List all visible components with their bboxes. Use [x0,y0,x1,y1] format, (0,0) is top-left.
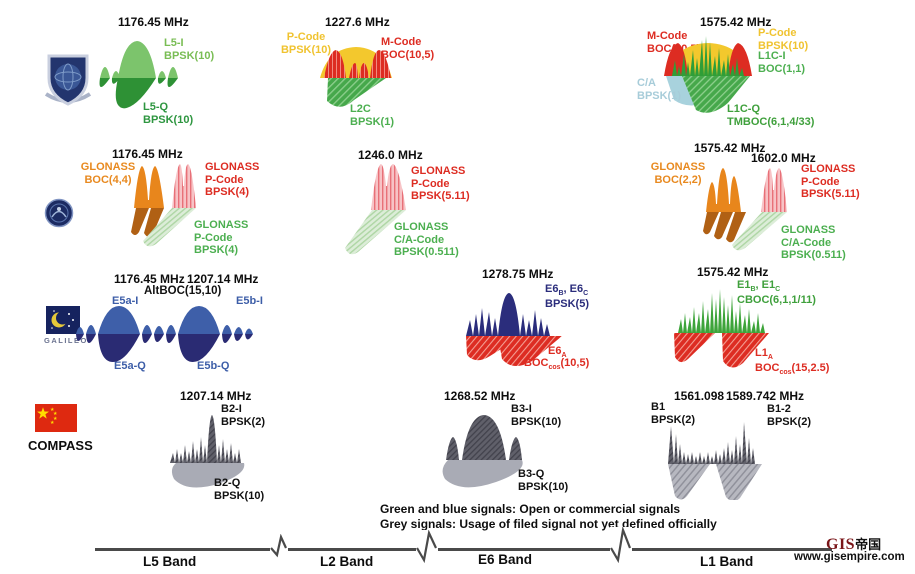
compass-b2-freq-label: 1207.14 MHz [180,389,252,403]
gps-l1-spectrum [664,36,752,113]
gps-l1-ca-label: C/A BPSK(1) [637,77,682,102]
compass-logo-label: COMPASS [28,438,93,453]
galileo-e5ai-label: E5a-I [112,295,139,307]
glonass-l5-freq-label: 1176.45 MHz [112,147,183,161]
legend-note-open-signals: Green and blue signals: Open or commerci… [380,502,681,516]
galileo-l1-freq-label: 1575.42 MHz [697,265,769,279]
galileo-e6-bc-label: E6B, E6C BPSK(5) [545,283,590,311]
compass-b1-label: B1 BPSK(2) [651,401,696,426]
compass-b1-spectrum [668,422,762,500]
glonass-l1-cacode-label: GLONASS C/A-Code BPSK(0.511) [781,224,846,262]
glonass-l5-cacode-label: GLONASS P-Code BPSK(4) [194,219,249,257]
galileo-l1a-label: L1A BOCcos(15,2.5) [755,347,830,377]
glonass-l5-boc-label: GLONASS BOC(4,4) [80,161,136,186]
galileo-e5-spectrum [75,306,253,362]
china-flag-icon: ★ ★ ★ ★ [35,404,77,432]
glonass-l1-freq2-label: 1602.0 MHz [751,151,816,165]
band-label-l5: L5 Band [143,554,197,569]
galileo-e5-freq2-label: 1207.14 MHz [187,272,259,286]
compass-b2-spectrum [170,415,245,488]
galileo-l1-spectrum [674,289,769,368]
galileo-e6-spectrum [466,293,562,367]
galileo-e5-mod-label: AltBOC(15,10) [144,285,222,297]
galileo-e5bq-label: E5b-Q [197,360,230,372]
band-label-l1: L1 Band [700,554,754,569]
compass-b12-label: B1-2 BPSK(2) [767,403,812,428]
band-label-l2: L2 Band [320,554,374,569]
watermark-brand-cjk: 帝国 [855,537,882,552]
frequency-axis-line [95,548,832,551]
gps-l1ci-label: L1C-I BOC(1,1) [758,50,806,75]
galileo-e5-freq1-label: 1176.45 MHz [114,272,185,286]
svg-text:★: ★ [50,407,55,413]
glonass-l2-pcode-label: GLONASS P-Code BPSK(5.11) [411,165,470,203]
watermark-brand-latin: GIS [826,536,856,553]
compass-b1-freq2-label: 1589.742 MHz [726,389,805,403]
gps-l2-mcode-label: M-Code BOC(10,5) [381,36,435,61]
galileo-logo-label: GALILEO [44,336,88,345]
svg-text:★: ★ [50,420,55,426]
axis-break-icon [610,527,632,563]
glonass-l5-spectrum [131,164,196,247]
glonass-l1-freq1-label: 1575.42 MHz [694,141,766,155]
galileo-e6-freq-label: 1278.75 MHz [482,267,554,281]
galileo-e5bi-label: E5b-I [236,295,263,307]
gps-l2-freq-label: 1227.6 MHz [325,15,390,29]
compass-b3-freq-label: 1268.52 MHz [444,389,516,403]
glonass-l2-cacode-label: GLONASS C/A-Code BPSK(0.511) [394,221,459,259]
svg-text:★: ★ [53,416,58,422]
gps-l5-freq-label: 1176.45 MHz [118,15,189,29]
legend-notes: Green and blue signals: Open or commerci… [380,502,717,532]
galileo-e6a-label: E6A [548,345,567,360]
compass-b2q-label: B2-Q BPSK(10) [214,477,265,502]
galileo-e6a-mod-label: BOCcos(10,5) [524,357,590,372]
axis-break-icon [270,534,288,562]
gps-l2c-label: L2C BPSK(1) [350,103,395,128]
galileo-logo-icon [46,306,80,334]
glonass-l2-spectrum [345,164,406,255]
compass-b2i-label: B2-I BPSK(2) [221,403,266,428]
gps-l2-pcode-label: P-Code BPSK(10) [280,31,332,56]
watermark-url: www.gisempire.com [794,551,905,563]
glonass-l2-freq-label: 1246.0 MHz [358,148,423,162]
galileo-l1-bc-label: E1B, E1C CBOC(6,1,1/11) [737,279,816,307]
svg-text:★: ★ [53,411,58,417]
axis-break-icon [416,530,438,564]
glonass-l1-pcode-label: GLONASS P-Code BPSK(5.11) [801,163,860,201]
galileo-e5aq-label: E5a-Q [114,360,146,372]
gps-l5-spectrum [99,41,179,109]
band-label-e6: E6 Band [478,552,533,567]
watermark-brand: GIS帝国 [826,534,881,554]
glonass-l1-boc-label: GLONASS BOC(2,2) [650,161,706,186]
gps-l1cq-label: L1C-Q TMBOC(6,1,4/33) [727,103,815,128]
compass-b3q-label: B3-Q BPSK(10) [518,468,569,493]
compass-b1-freq1-label: 1561.098 [674,389,725,403]
glonass-emblem-icon [44,198,74,228]
legend-note-grey-signals: Grey signals: Usage of filed signal not … [380,517,717,531]
gps-l5i-label: L5-I BPSK(10) [164,37,215,62]
compass-b3i-label: B3-I BPSK(10) [511,403,562,428]
glonass-l5-pcode-label: GLONASS P-Code BPSK(4) [205,161,260,199]
glonass-l1-spectrum [703,168,787,251]
gps-airforce-emblem-icon [44,54,92,106]
compass-b3-spectrum [442,415,523,488]
gps-l5q-label: L5-Q BPSK(10) [143,101,194,126]
gps-l1-freq-label: 1575.42 MHz [700,15,772,29]
gps-l2-spectrum [320,47,392,107]
gps-l1-pcode-label: P-Code BPSK(10) [758,27,809,52]
